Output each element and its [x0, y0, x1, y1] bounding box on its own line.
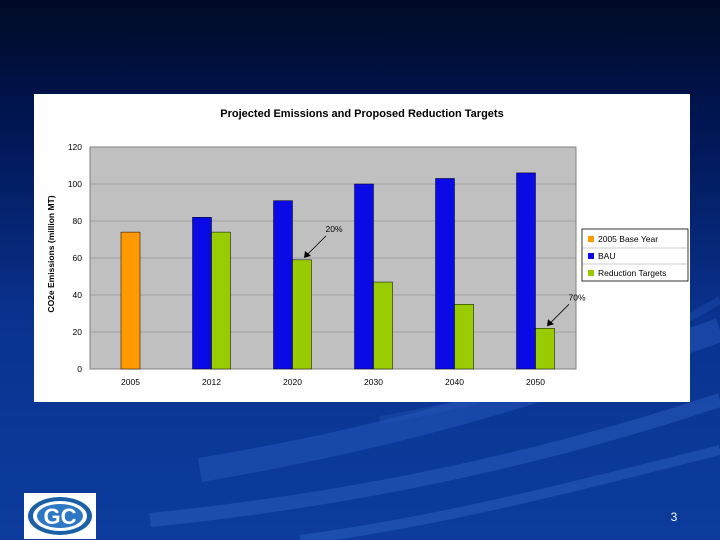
- annotation-label: 70%: [568, 292, 585, 302]
- bar-bau-2020: [273, 200, 293, 370]
- annotation-label: 20%: [325, 224, 342, 234]
- y-tick-label: 100: [68, 179, 82, 189]
- x-tick-label: 2030: [364, 377, 383, 387]
- annotation-arrowhead: [547, 319, 554, 327]
- annotation-arrow: [547, 304, 570, 326]
- y-tick-label: 60: [73, 253, 83, 263]
- chart-panel: Projected Emissions and Proposed Reducti…: [34, 94, 690, 402]
- bar-reduction-targets-2040: [454, 304, 474, 370]
- bar-reduction-targets-2030: [373, 281, 393, 370]
- legend-swatch-reduction: [588, 270, 594, 276]
- legend: 2005 Base Year BAU Reduction Targets: [581, 228, 689, 282]
- legend-label-bau: BAU: [598, 251, 615, 261]
- y-axis-label: CO2e Emissions (million MT): [46, 195, 56, 312]
- company-logo: GC: [24, 493, 96, 539]
- bar-bau-2012: [192, 217, 212, 370]
- x-tick-label: 2005: [121, 377, 140, 387]
- y-tick-label: 0: [77, 364, 82, 374]
- x-tick-label: 2040: [445, 377, 464, 387]
- y-tick-label: 20: [73, 327, 83, 337]
- bars: [120, 172, 555, 370]
- y-tick-label: 40: [73, 290, 83, 300]
- bar-reduction-targets-2050: [535, 328, 555, 370]
- logo-letters: GC: [44, 504, 77, 529]
- bar-2005-base-year-2005: [120, 231, 141, 370]
- legend-label-base-year: 2005 Base Year: [598, 234, 658, 244]
- bar-bau-2040: [435, 178, 455, 370]
- annotation-arrowhead: [304, 250, 311, 258]
- bar-bau-2030: [354, 183, 374, 370]
- bar-reduction-targets-2012: [211, 231, 231, 370]
- x-tick-label: 2012: [202, 377, 221, 387]
- y-axis-ticks: 0 20 40 60 80 100 120: [68, 142, 82, 374]
- x-tick-label: 2050: [526, 377, 545, 387]
- y-tick-label: 120: [68, 142, 82, 152]
- page-number: 3: [670, 510, 678, 524]
- y-tick-label: 80: [73, 216, 83, 226]
- legend-label-reduction: Reduction Targets: [598, 268, 666, 278]
- legend-swatch-bau: [588, 253, 594, 259]
- annotations: 20% 70%: [304, 224, 586, 327]
- legend-swatch-base-year: [588, 236, 594, 242]
- x-tick-label: 2020: [283, 377, 302, 387]
- chart-title: Projected Emissions and Proposed Reducti…: [220, 108, 503, 120]
- bar-bau-2050: [516, 172, 536, 370]
- emissions-chart: Projected Emissions and Proposed Reducti…: [46, 108, 689, 387]
- gridlines: [90, 146, 576, 333]
- bar-reduction-targets-2020: [292, 259, 312, 370]
- legend-box: [581, 228, 689, 282]
- x-axis-ticks: 2005 2012 2020 2030 2040 2050: [121, 377, 545, 387]
- annotation-arrow: [304, 235, 327, 258]
